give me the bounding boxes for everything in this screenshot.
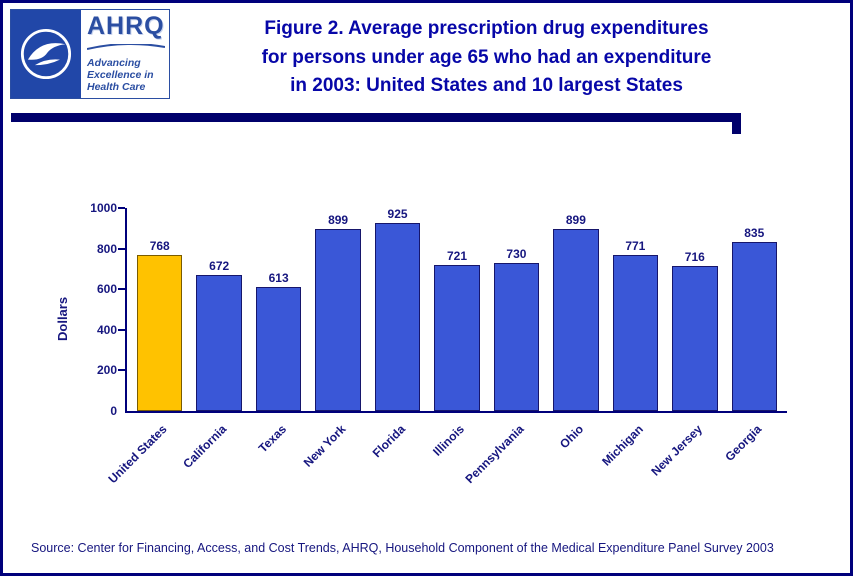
bar-group: 716 <box>672 208 718 411</box>
bar-michigan <box>612 254 659 411</box>
bar-value-label: 613 <box>268 270 289 285</box>
y-tick-mark <box>118 247 125 250</box>
x-axis-label: United States <box>105 422 170 487</box>
hhs-logo <box>11 10 81 98</box>
x-axis-label: Texas <box>255 422 289 456</box>
bar-california <box>196 274 242 411</box>
bar-value-label: 768 <box>149 239 170 254</box>
bar-united-states <box>137 255 183 411</box>
bar-group: 899 <box>315 208 361 411</box>
bar-value-label: 716 <box>684 249 705 264</box>
bar-group: 925 <box>374 207 421 411</box>
ahrq-swoosh-icon <box>86 42 166 50</box>
y-tick-label: 200 <box>96 363 117 378</box>
y-tick-label: 600 <box>96 282 117 297</box>
x-axis-cell: California <box>180 416 239 494</box>
x-axis-labels: United States California Texas New York Flor… <box>106 416 785 494</box>
bar-florida <box>374 223 421 411</box>
bar-new-jersey <box>672 265 718 411</box>
bar-group: 899 <box>553 208 599 411</box>
bar-illinois <box>434 264 480 411</box>
figure-title-line: for persons under age 65 who had an expe… <box>261 46 712 68</box>
y-tick-mark <box>118 207 125 209</box>
x-axis-label: Ohio <box>556 422 587 452</box>
bar-value-label: 771 <box>625 238 646 253</box>
bar-group: 771 <box>612 208 659 411</box>
y-tick-label: 0 <box>110 404 117 418</box>
bar-group: 730 <box>493 208 540 411</box>
logo-group: AHRQ Advancing Excellence in Health Care <box>10 9 170 99</box>
y-tick-mark <box>118 369 125 372</box>
ahrq-tagline-line: Excellence in <box>87 69 154 82</box>
bar-group: 835 <box>731 208 777 411</box>
bar-value-label: 672 <box>209 258 230 273</box>
bar-value-label: 899 <box>328 212 349 227</box>
bar-group: 768 <box>137 208 183 411</box>
y-tick-label: 400 <box>96 322 117 337</box>
y-tick-label: 1000 <box>90 201 117 215</box>
x-axis-cell: Florida <box>369 416 418 494</box>
ahrq-tagline: Advancing Excellence in Health Care <box>87 57 165 93</box>
figure-title-line: in 2003: United States and 10 largest St… <box>290 75 683 96</box>
x-axis-label: Illinois <box>430 422 468 459</box>
bar-value-label: 721 <box>446 248 467 263</box>
x-axis-cell: Michigan <box>599 416 656 494</box>
bar-value-label: 925 <box>387 207 408 222</box>
bar-group: 721 <box>434 208 480 411</box>
ahrq-tagline-line: Advancing <box>87 57 141 69</box>
y-tick-mark <box>118 328 125 331</box>
x-axis-label: California <box>180 422 230 472</box>
x-axis-label: New Jersey <box>648 422 705 479</box>
bar-pennsylvania <box>493 262 540 411</box>
bar-group: 672 <box>196 208 242 411</box>
ahrq-wordmark: AHRQ <box>87 12 165 40</box>
x-axis-cell: Pennsylvania <box>462 416 537 494</box>
bar-texas <box>255 286 302 411</box>
x-axis-label: Georgia <box>722 422 765 464</box>
x-axis-cell: New York <box>300 416 358 494</box>
bar-ohio <box>553 228 599 411</box>
ahrq-tagline-line: Health Care <box>87 81 146 94</box>
bar-georgia <box>731 241 777 411</box>
x-axis-label: New York <box>300 422 349 470</box>
bar-value-label: 730 <box>506 246 527 261</box>
figure-title-line: Figure 2. Average prescription drug expe… <box>264 18 709 39</box>
x-axis-cell: Georgia <box>722 416 775 494</box>
x-axis-cell: Ohio <box>551 416 596 494</box>
x-axis-label: Florida <box>369 422 408 461</box>
source-note: Source: Center for Financing, Access, an… <box>31 541 774 555</box>
ahrq-logo: AHRQ Advancing Excellence in Health Care <box>81 10 169 98</box>
header-divider <box>11 113 741 134</box>
hhs-seal-icon <box>20 28 72 80</box>
plot-area: 768 672 613 899 925 721 730 899 771 716 835 <box>118 207 787 413</box>
y-tick-label: 800 <box>96 241 117 256</box>
x-axis-cell: New Jersey <box>648 416 715 494</box>
bar-group: 613 <box>255 208 302 411</box>
bar-new-york <box>315 228 361 411</box>
bar-value-label: 899 <box>565 212 586 227</box>
bar-value-label: 835 <box>744 225 765 240</box>
x-axis-label: Michigan <box>598 422 646 469</box>
x-axis-cell: United States <box>106 416 180 494</box>
x-axis-cell: Texas <box>254 416 299 494</box>
figure-title: Figure 2. Average prescription drug expe… <box>163 15 810 101</box>
y-axis: 0 200 400 600 800 1000 <box>63 201 121 418</box>
y-tick-mark <box>118 288 125 291</box>
